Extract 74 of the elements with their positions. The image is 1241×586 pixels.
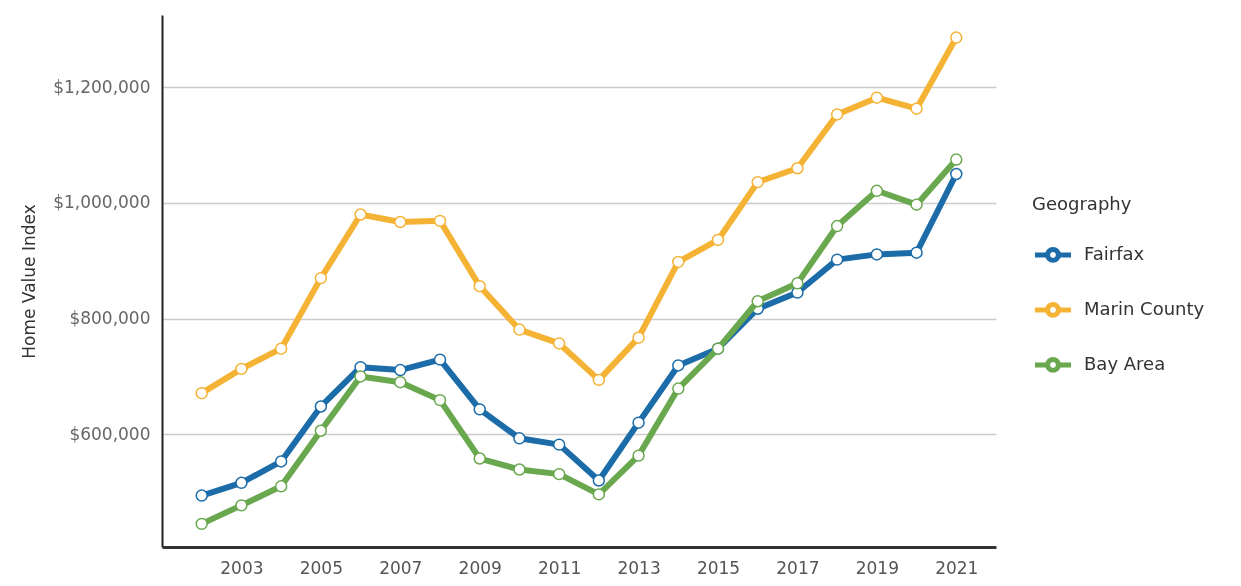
point bbox=[473, 452, 486, 465]
point bbox=[513, 463, 526, 476]
point bbox=[632, 331, 645, 344]
legend-label: Fairfax bbox=[1084, 242, 1145, 264]
point bbox=[433, 353, 447, 366]
y-tick-label: $600,000 bbox=[69, 423, 151, 444]
legend-label: Bay Area bbox=[1084, 352, 1166, 374]
point bbox=[830, 219, 844, 233]
x-tick-label: 2011 bbox=[538, 557, 582, 578]
point bbox=[751, 295, 764, 308]
point bbox=[394, 215, 407, 229]
point bbox=[910, 198, 923, 211]
y-tick-label: $1,000,000 bbox=[53, 192, 151, 213]
point bbox=[235, 499, 248, 512]
point bbox=[950, 153, 963, 166]
point bbox=[473, 279, 486, 293]
x-tick-label: 2009 bbox=[458, 557, 502, 578]
x-tick-label: 2021 bbox=[935, 557, 979, 578]
point bbox=[195, 489, 208, 502]
point bbox=[592, 488, 606, 501]
point bbox=[751, 175, 764, 189]
point bbox=[910, 246, 923, 259]
x-tick-label: 2017 bbox=[776, 557, 820, 578]
point bbox=[950, 31, 963, 44]
point bbox=[433, 214, 447, 228]
point bbox=[950, 167, 963, 181]
point bbox=[314, 400, 328, 413]
point bbox=[552, 337, 566, 350]
x-tick-label: 2013 bbox=[617, 557, 661, 578]
point bbox=[910, 102, 923, 115]
point bbox=[791, 277, 804, 290]
point bbox=[394, 363, 407, 377]
y-tick-label: $1,200,000 bbox=[53, 76, 151, 97]
legend-label: Marin County bbox=[1084, 297, 1205, 319]
point bbox=[672, 382, 685, 395]
point bbox=[354, 370, 367, 383]
point bbox=[552, 438, 566, 451]
x-tick-label: 2015 bbox=[696, 557, 741, 578]
x-tick-label: 2005 bbox=[299, 557, 343, 578]
point bbox=[274, 480, 288, 493]
point bbox=[354, 208, 367, 221]
point bbox=[195, 517, 208, 531]
point bbox=[632, 449, 645, 462]
point bbox=[552, 467, 566, 481]
point bbox=[870, 91, 884, 104]
point bbox=[672, 255, 685, 269]
point bbox=[195, 386, 208, 400]
point bbox=[791, 162, 804, 175]
x-tick-label: 2003 bbox=[220, 557, 264, 578]
point bbox=[235, 362, 248, 376]
point bbox=[274, 342, 288, 355]
point bbox=[513, 323, 526, 336]
y-tick-label: $800,000 bbox=[69, 308, 151, 329]
point bbox=[314, 424, 328, 437]
point bbox=[513, 432, 526, 445]
point bbox=[711, 233, 725, 247]
point bbox=[592, 373, 606, 387]
point bbox=[870, 184, 884, 198]
point bbox=[632, 416, 645, 429]
point bbox=[870, 248, 884, 261]
x-tick-label: 2019 bbox=[855, 557, 899, 578]
point bbox=[235, 476, 248, 490]
point bbox=[592, 474, 606, 487]
point bbox=[433, 393, 447, 407]
point bbox=[830, 253, 844, 266]
point bbox=[394, 375, 407, 389]
point bbox=[830, 108, 844, 121]
point bbox=[473, 403, 486, 416]
point bbox=[314, 271, 328, 285]
x-tick-label: 2007 bbox=[379, 557, 423, 578]
point bbox=[274, 455, 288, 468]
legend-title: Geography bbox=[1032, 192, 1132, 214]
point bbox=[672, 359, 685, 372]
y-axis-title: Home Value Index bbox=[19, 204, 40, 359]
